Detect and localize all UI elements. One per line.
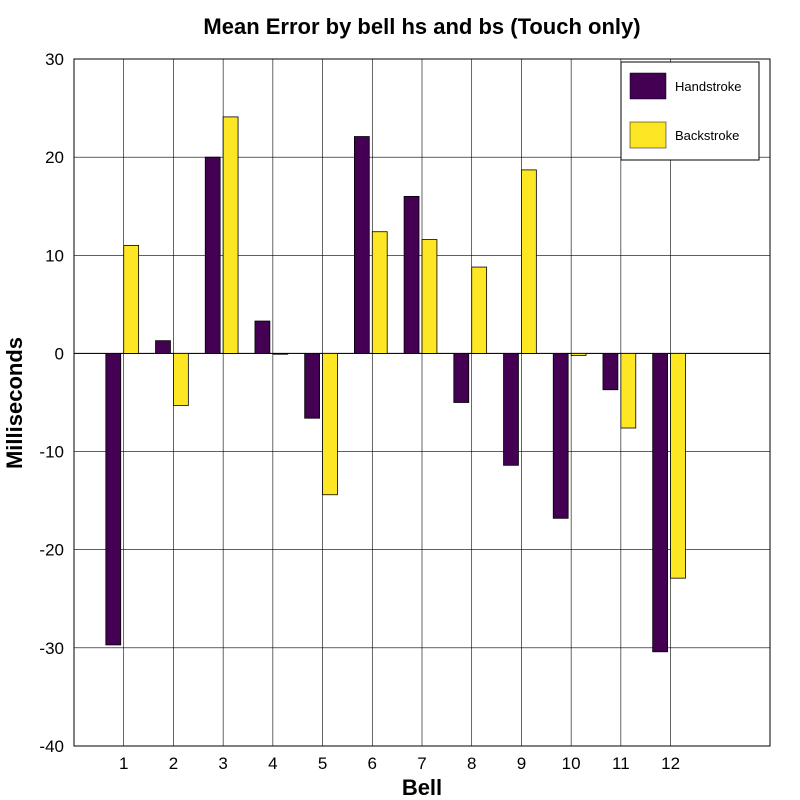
bar-backstroke-4 <box>272 353 289 355</box>
y-tick-label: 10 <box>45 246 64 265</box>
bar-backstroke-9 <box>521 169 537 354</box>
bar-handstroke-12 <box>652 353 668 653</box>
bar-backstroke-10 <box>570 353 587 356</box>
bar-backstroke-8 <box>471 266 488 354</box>
y-tick-label: -20 <box>39 541 64 560</box>
bar-backstroke-6 <box>371 231 388 354</box>
x-tick-label: 7 <box>417 754 426 773</box>
bar-backstroke-5 <box>322 353 338 496</box>
y-tick-label: -40 <box>39 737 64 756</box>
legend-swatch-backstroke <box>629 121 667 149</box>
x-tick-label: 6 <box>368 754 377 773</box>
bar-backstroke-11 <box>620 353 637 429</box>
x-tick-label: 2 <box>169 754 178 773</box>
bar-backstroke-7 <box>421 239 438 354</box>
x-tick-label: 12 <box>661 754 680 773</box>
y-tick-label: 20 <box>45 148 64 167</box>
legend: Handstroke Backstroke <box>620 61 760 161</box>
bar-handstroke-10 <box>552 353 569 519</box>
x-tick-label: 8 <box>467 754 476 773</box>
legend-label-handstroke: Handstroke <box>675 79 741 94</box>
bar-handstroke-9 <box>503 353 519 466</box>
y-tick-label: -10 <box>39 443 64 462</box>
plot-frame <box>73 58 771 747</box>
x-tick-label: 11 <box>612 754 630 773</box>
y-tick-labels: -40 -30 -20 -10 0 10 20 30 <box>39 50 64 756</box>
x-tick-label: 1 <box>119 754 128 773</box>
bar-handstroke-11 <box>602 353 619 391</box>
chart-title: Mean Error by bell hs and bs (Touch only… <box>203 14 640 39</box>
x-axis-label: Bell <box>402 775 442 800</box>
bar-backstroke-2 <box>173 353 189 406</box>
bars <box>105 116 686 653</box>
legend-label-backstroke: Backstroke <box>675 128 739 143</box>
bar-backstroke-3 <box>222 116 239 354</box>
y-tick-label: -30 <box>39 639 64 658</box>
bar-handstroke-5 <box>304 353 320 419</box>
x-tick-label: 10 <box>562 754 581 773</box>
x-tick-label: 4 <box>268 754 277 773</box>
y-tick-label: 0 <box>55 344 64 363</box>
y-axis-label: Milliseconds <box>2 337 27 469</box>
bar-handstroke-4 <box>254 320 271 354</box>
bar-backstroke-12 <box>670 353 686 579</box>
x-tick-label: 5 <box>318 754 327 773</box>
bar-handstroke-1 <box>105 353 122 646</box>
x-tick-label: 9 <box>517 754 526 773</box>
legend-swatch-handstroke <box>629 72 667 100</box>
bar-handstroke-8 <box>453 353 470 403</box>
y-tick-label: 30 <box>45 50 64 69</box>
bar-handstroke-3 <box>204 156 221 354</box>
x-tick-labels: 1 2 3 4 5 6 7 8 9 10 11 12 <box>119 754 680 773</box>
bar-backstroke-1 <box>123 245 140 354</box>
bar-handstroke-7 <box>403 195 420 354</box>
bar-handstroke-2 <box>155 340 171 354</box>
x-tick-label: 3 <box>218 754 227 773</box>
bar-handstroke-6 <box>353 136 370 354</box>
